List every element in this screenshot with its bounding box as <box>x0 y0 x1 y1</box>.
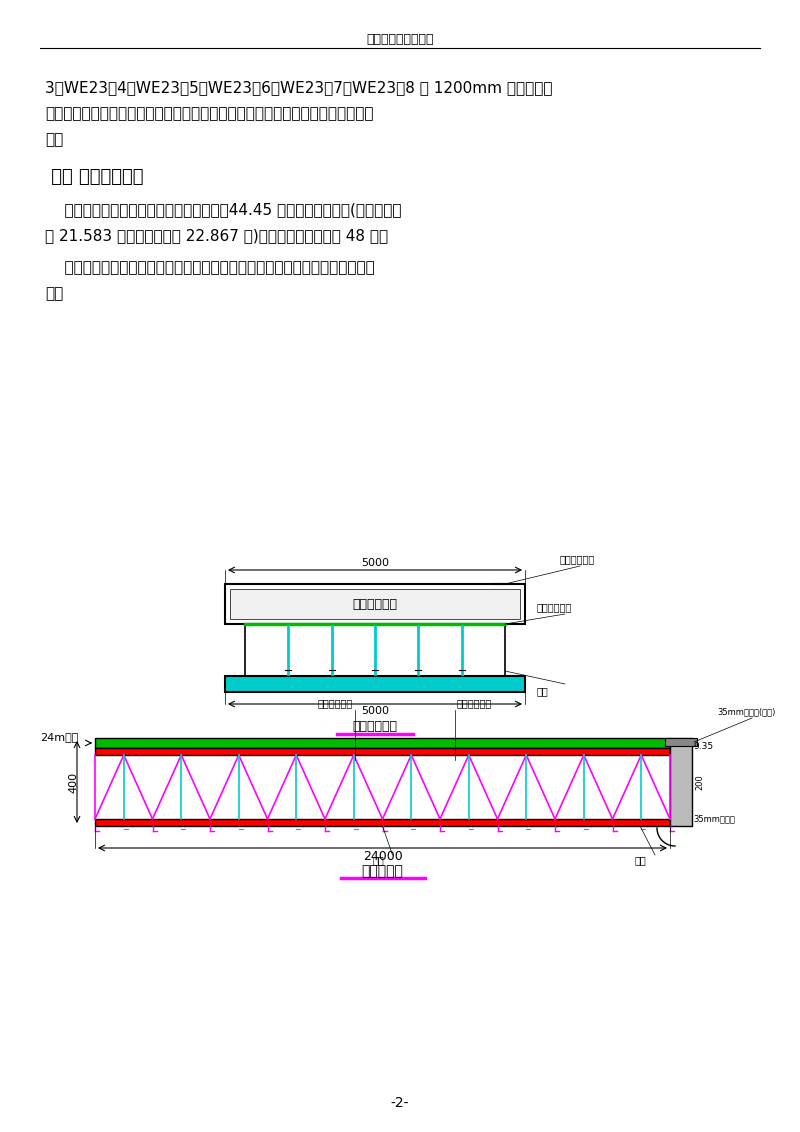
Text: 二、 吊装施工方案: 二、 吊装施工方案 <box>45 168 143 186</box>
Text: 24m吊板: 24m吊板 <box>40 732 78 741</box>
Text: 墙，采用玻璃纤维钢和钢筋连接而成，为了满足吊装要求，采用空中分离法吊装形: 墙，采用玻璃纤维钢和钢筋连接而成，为了满足吊装要求，采用空中分离法吊装形 <box>45 106 374 121</box>
Bar <box>95 738 670 748</box>
Text: 槽钢（调平）: 槽钢（调平） <box>537 602 572 612</box>
Text: 槽钢（架立）: 槽钢（架立） <box>318 698 353 708</box>
Bar <box>95 818 670 826</box>
Bar <box>230 589 520 619</box>
Bar <box>665 738 697 746</box>
Text: 24000: 24000 <box>362 850 402 863</box>
Text: 5000: 5000 <box>361 706 389 717</box>
Text: 槽钢: 槽钢 <box>537 686 549 696</box>
Text: 钢筋笼起吊采用桁架平台（兼做钢筋笼加工平台）辅助起吊，桁架平台详见下: 钢筋笼起吊采用桁架平台（兼做钢筋笼加工平台）辅助起吊，桁架平台详见下 <box>45 260 374 275</box>
Text: 地下连续墙吊装方案: 地下连续墙吊装方案 <box>366 33 434 46</box>
Text: 35mm厚钢板(挡板): 35mm厚钢板(挡板) <box>717 708 775 717</box>
Text: 9.35: 9.35 <box>693 741 713 751</box>
Text: 矩形桩钢筋笼: 矩形桩钢筋笼 <box>353 720 398 734</box>
Text: 400: 400 <box>68 771 78 792</box>
Bar <box>670 738 692 826</box>
Text: 本工程地下连续墙钢筋笼采用分节吊装，44.45 米长采用分节吊装(上部钢筋笼: 本工程地下连续墙钢筋笼采用分节吊装，44.45 米长采用分节吊装(上部钢筋笼 <box>45 201 402 217</box>
Text: 钢筋笼平台: 钢筋笼平台 <box>362 864 403 878</box>
Text: 矩形桩钢筋笼: 矩形桩钢筋笼 <box>353 598 398 610</box>
Text: 3、WE23－4、WE23－5、WE23－6、WE23－7、WE23－8 为 1200mm 的地下连续: 3、WE23－4、WE23－5、WE23－6、WE23－7、WE23－8 为 1… <box>45 80 553 95</box>
Text: 200: 200 <box>695 774 704 790</box>
Text: 槽钢（调平）: 槽钢（调平） <box>560 554 595 564</box>
Bar <box>225 676 525 692</box>
Text: 槽钢（支撑）: 槽钢（支撑） <box>457 698 492 708</box>
Bar <box>225 584 525 624</box>
Text: 式。: 式。 <box>45 132 63 147</box>
Text: 图。: 图。 <box>45 286 63 301</box>
Text: 5000: 5000 <box>361 558 389 568</box>
Text: 35mm厚钢板: 35mm厚钢板 <box>693 814 735 823</box>
Text: 槽钢: 槽钢 <box>635 855 646 865</box>
Text: 槽钢: 槽钢 <box>373 855 384 865</box>
Bar <box>95 748 670 755</box>
Text: 长 21.583 米，下部钢筋笼 22.867 米)。单幅钢筋笼最重约 48 吨。: 长 21.583 米，下部钢筋笼 22.867 米)。单幅钢筋笼最重约 48 吨… <box>45 228 388 243</box>
Text: -2-: -2- <box>390 1096 410 1110</box>
